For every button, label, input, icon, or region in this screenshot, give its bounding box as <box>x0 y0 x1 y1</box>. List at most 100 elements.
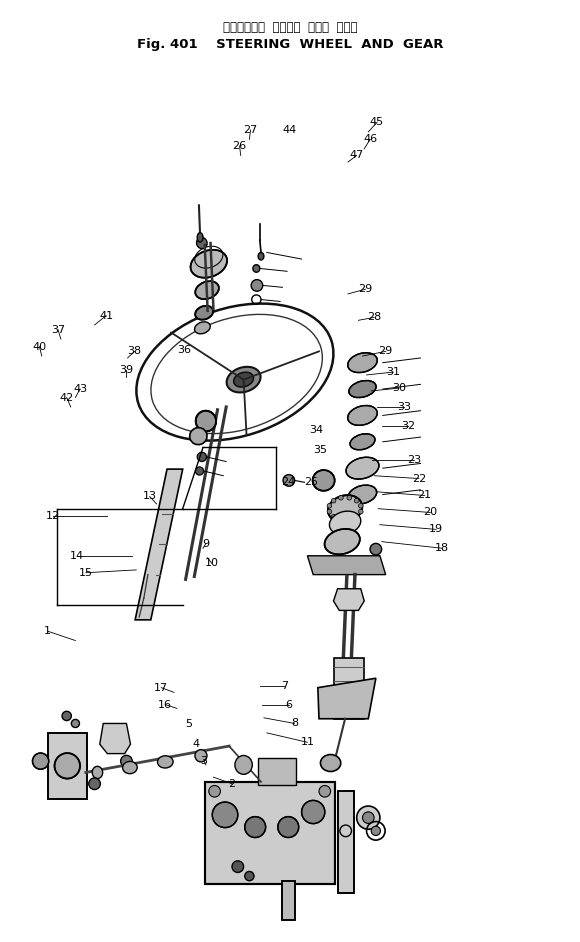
Text: 21: 21 <box>418 491 432 500</box>
Text: 5: 5 <box>185 720 192 729</box>
Text: Fig. 401    STEERING  WHEEL  AND  GEAR: Fig. 401 STEERING WHEEL AND GEAR <box>137 38 443 51</box>
Text: 23: 23 <box>407 455 421 464</box>
Text: 17: 17 <box>154 683 168 692</box>
Circle shape <box>278 817 299 837</box>
Ellipse shape <box>190 428 207 445</box>
Polygon shape <box>100 723 130 754</box>
Ellipse shape <box>195 411 216 431</box>
Bar <box>338 791 354 893</box>
Ellipse shape <box>234 372 253 387</box>
Text: 3: 3 <box>201 756 208 766</box>
Polygon shape <box>307 556 386 575</box>
Ellipse shape <box>227 366 260 393</box>
Text: 13: 13 <box>143 492 157 501</box>
Circle shape <box>245 871 254 881</box>
Circle shape <box>121 755 132 767</box>
Circle shape <box>327 510 332 514</box>
Text: 38: 38 <box>128 347 142 356</box>
Ellipse shape <box>190 250 227 278</box>
Circle shape <box>327 503 332 508</box>
Text: 6: 6 <box>285 700 292 709</box>
Circle shape <box>251 280 263 291</box>
Text: 45: 45 <box>370 118 384 127</box>
Text: 20: 20 <box>423 508 437 517</box>
Circle shape <box>354 514 359 519</box>
Text: 24: 24 <box>281 478 295 487</box>
Text: 39: 39 <box>119 365 133 375</box>
Text: 35: 35 <box>313 446 327 455</box>
Circle shape <box>319 786 331 797</box>
Text: 42: 42 <box>60 393 74 402</box>
Text: 2: 2 <box>229 779 235 788</box>
Text: 22: 22 <box>412 474 426 483</box>
Circle shape <box>89 778 100 789</box>
Text: 27: 27 <box>244 125 258 135</box>
Text: 12: 12 <box>46 512 60 521</box>
Ellipse shape <box>253 265 260 272</box>
Text: 7: 7 <box>281 681 288 690</box>
Text: 8: 8 <box>291 719 298 728</box>
Circle shape <box>55 753 80 779</box>
Text: 41: 41 <box>99 311 113 320</box>
Ellipse shape <box>313 470 335 491</box>
Text: 31: 31 <box>386 367 400 377</box>
Text: 37: 37 <box>51 325 65 334</box>
Text: 15: 15 <box>79 568 93 577</box>
Ellipse shape <box>197 233 203 242</box>
Circle shape <box>245 817 266 837</box>
Circle shape <box>347 517 351 522</box>
Ellipse shape <box>346 457 379 479</box>
Bar <box>282 881 295 920</box>
Ellipse shape <box>320 755 340 771</box>
Text: 43: 43 <box>73 384 87 394</box>
Text: 36: 36 <box>177 346 191 355</box>
Circle shape <box>62 711 71 721</box>
Ellipse shape <box>195 281 219 300</box>
Text: 16: 16 <box>158 700 172 709</box>
Circle shape <box>331 514 336 519</box>
Bar <box>258 758 296 785</box>
Circle shape <box>354 498 359 503</box>
Circle shape <box>370 544 382 555</box>
Bar <box>48 733 87 799</box>
Text: 10: 10 <box>205 559 219 568</box>
Circle shape <box>209 786 220 797</box>
Text: 47: 47 <box>350 151 364 160</box>
Ellipse shape <box>258 252 264 260</box>
Ellipse shape <box>122 761 137 773</box>
Text: 26: 26 <box>233 141 246 151</box>
Ellipse shape <box>349 485 376 504</box>
Ellipse shape <box>348 405 377 426</box>
Text: 34: 34 <box>309 426 323 435</box>
Text: 9: 9 <box>202 539 209 548</box>
Circle shape <box>339 517 343 522</box>
Text: 29: 29 <box>379 347 393 356</box>
Circle shape <box>347 495 351 500</box>
Circle shape <box>197 452 206 462</box>
Circle shape <box>283 475 295 486</box>
Ellipse shape <box>92 767 103 778</box>
Text: 40: 40 <box>32 342 46 351</box>
Bar <box>334 658 364 719</box>
Circle shape <box>357 806 380 829</box>
Circle shape <box>358 503 363 508</box>
Text: 29: 29 <box>358 284 372 294</box>
Circle shape <box>195 467 204 475</box>
Ellipse shape <box>195 750 207 762</box>
Ellipse shape <box>350 434 375 449</box>
Text: 46: 46 <box>363 135 377 144</box>
Bar <box>338 791 354 893</box>
Ellipse shape <box>349 381 376 398</box>
Text: 33: 33 <box>397 402 411 412</box>
Polygon shape <box>334 589 364 610</box>
Polygon shape <box>135 469 183 620</box>
Circle shape <box>358 510 363 514</box>
Circle shape <box>232 861 244 872</box>
Text: 1: 1 <box>44 626 51 636</box>
Circle shape <box>371 826 380 836</box>
Circle shape <box>212 802 238 828</box>
Bar <box>48 733 87 799</box>
Text: 11: 11 <box>300 738 314 747</box>
Circle shape <box>331 498 336 503</box>
Circle shape <box>339 495 343 500</box>
